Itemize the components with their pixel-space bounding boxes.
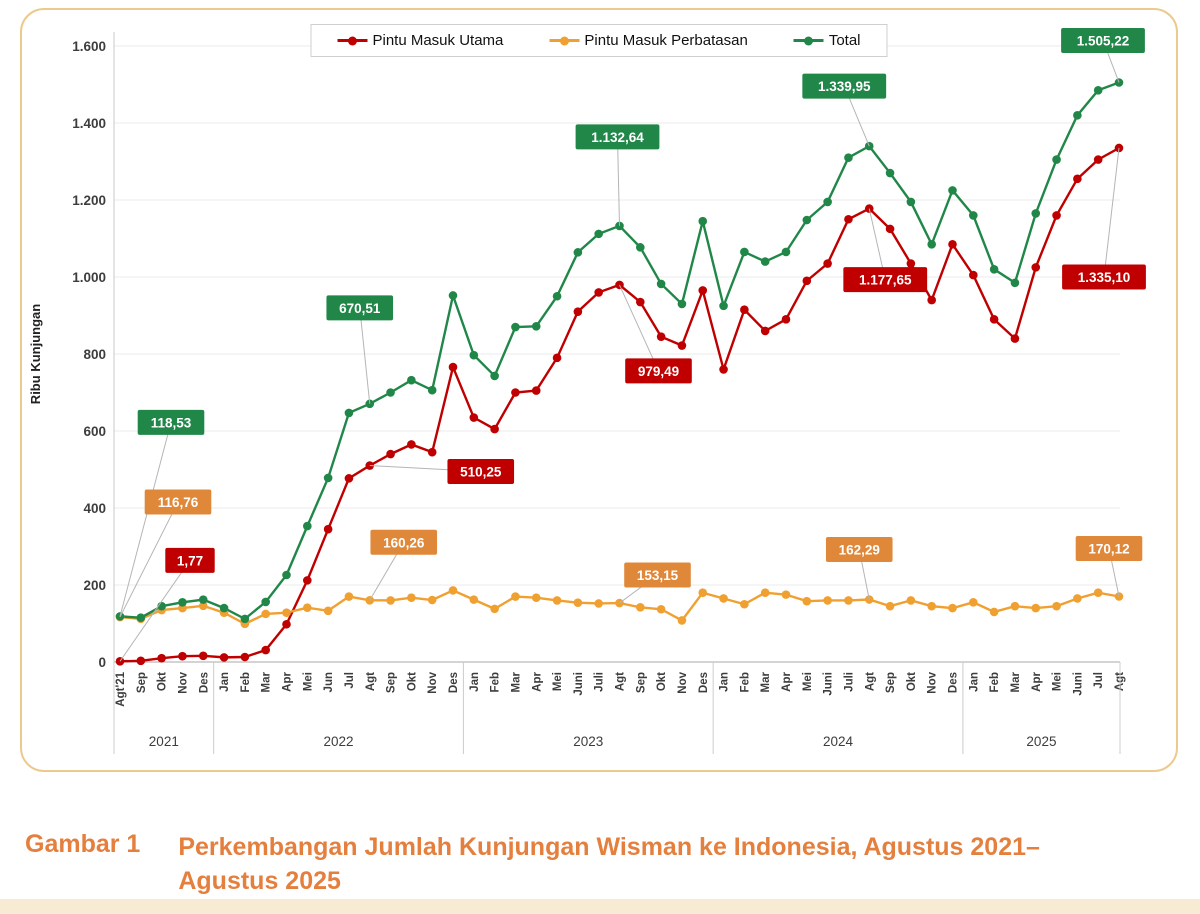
- svg-text:Juni: Juni: [823, 672, 835, 696]
- legend-item-label: Pintu Masuk Utama: [372, 32, 504, 49]
- legend-item-total: Total: [793, 32, 861, 49]
- svg-text:Apr: Apr: [282, 671, 294, 691]
- svg-text:2023: 2023: [573, 734, 603, 749]
- svg-text:162,29: 162,29: [839, 543, 880, 558]
- svg-text:160,26: 160,26: [383, 535, 425, 550]
- svg-text:1.505,22: 1.505,22: [1077, 33, 1130, 48]
- series-marker-icon: [549, 36, 580, 45]
- svg-text:Okt: Okt: [157, 672, 169, 691]
- svg-text:153,15: 153,15: [637, 568, 679, 583]
- svg-text:Nov: Nov: [677, 671, 689, 693]
- svg-text:Juli: Juli: [843, 672, 855, 692]
- line-chart: 0 200 400 600 800 1.000 1.200 1.400 1.600 Ribu Ku…: [28, 27, 1146, 754]
- svg-text:800: 800: [83, 347, 106, 362]
- svg-text:Des: Des: [448, 672, 460, 693]
- svg-text:400: 400: [83, 501, 106, 516]
- svg-text:Agt: Agt: [615, 672, 627, 691]
- svg-text:Mei: Mei: [552, 672, 564, 691]
- svg-text:118,53: 118,53: [151, 415, 192, 430]
- svg-text:Okt: Okt: [406, 672, 418, 691]
- svg-text:1.000: 1.000: [72, 270, 106, 285]
- legend-item-label: Total: [828, 32, 861, 49]
- svg-text:Mei: Mei: [802, 672, 814, 691]
- svg-text:1.339,95: 1.339,95: [818, 79, 871, 94]
- svg-text:2025: 2025: [1026, 734, 1056, 749]
- svg-text:Nov: Nov: [177, 671, 189, 693]
- svg-text:1.177,65: 1.177,65: [859, 273, 912, 288]
- svg-text:Agt: Agt: [864, 672, 876, 691]
- legend-item-pintu-masuk-utama: Pintu Masuk Utama: [337, 32, 503, 49]
- svg-text:Sep: Sep: [885, 672, 897, 693]
- svg-text:1.400: 1.400: [72, 116, 106, 131]
- svg-text:1.600: 1.600: [72, 39, 106, 54]
- svg-text:600: 600: [83, 424, 106, 439]
- svg-text:2021: 2021: [149, 734, 179, 749]
- svg-text:Ribu Kunjungan: Ribu Kunjungan: [28, 304, 43, 404]
- svg-text:Des: Des: [698, 672, 710, 693]
- figure-caption: Gambar 1 Perkembangan Jumlah Kunjungan W…: [25, 830, 1138, 898]
- svg-text:Juli: Juli: [594, 672, 606, 692]
- svg-text:Jun: Jun: [323, 672, 335, 692]
- bottom-strip: [0, 899, 1200, 914]
- svg-text:510,25: 510,25: [460, 465, 502, 480]
- svg-text:Agt'21: Agt'21: [115, 671, 127, 706]
- svg-text:Sep: Sep: [386, 672, 398, 693]
- svg-text:Jan: Jan: [719, 672, 731, 692]
- svg-text:Apr: Apr: [781, 671, 793, 691]
- svg-text:1.132,64: 1.132,64: [591, 130, 644, 145]
- svg-text:670,51: 670,51: [339, 301, 381, 316]
- svg-text:0: 0: [98, 655, 106, 670]
- svg-text:Nov: Nov: [427, 671, 439, 693]
- series-marker-icon: [337, 36, 368, 45]
- svg-text:1.200: 1.200: [72, 193, 106, 208]
- svg-text:Agt: Agt: [365, 672, 377, 691]
- chart-panel: 0 200 400 600 800 1.000 1.200 1.400 1.600 Ribu Ku…: [20, 8, 1178, 772]
- svg-text:Mei: Mei: [1052, 672, 1064, 691]
- svg-text:1,77: 1,77: [177, 553, 203, 568]
- svg-text:Jul: Jul: [344, 672, 356, 689]
- svg-text:Feb: Feb: [240, 672, 252, 692]
- svg-text:Jan: Jan: [968, 672, 980, 692]
- legend-item-label: Pintu Masuk Perbatasan: [584, 32, 748, 49]
- svg-text:Jan: Jan: [469, 672, 481, 692]
- svg-text:Mar: Mar: [1010, 671, 1022, 692]
- svg-text:Feb: Feb: [989, 672, 1001, 692]
- svg-text:Jul: Jul: [1093, 672, 1105, 689]
- svg-text:Mar: Mar: [510, 671, 522, 692]
- svg-text:Mar: Mar: [261, 671, 273, 692]
- svg-text:Nov: Nov: [927, 671, 939, 693]
- svg-text:Sep: Sep: [136, 672, 148, 693]
- svg-text:200: 200: [83, 578, 106, 593]
- svg-text:Apr: Apr: [1031, 671, 1043, 691]
- svg-text:Des: Des: [948, 672, 960, 693]
- svg-text:Sep: Sep: [635, 672, 647, 693]
- svg-text:Juni: Juni: [573, 672, 585, 696]
- svg-text:979,49: 979,49: [638, 364, 679, 379]
- svg-text:1.335,10: 1.335,10: [1078, 270, 1131, 285]
- svg-text:2022: 2022: [324, 734, 354, 749]
- svg-text:116,76: 116,76: [158, 495, 199, 510]
- svg-text:Apr: Apr: [531, 671, 543, 691]
- figure-caption-label: Gambar 1: [25, 830, 141, 858]
- svg-text:Juni: Juni: [1072, 672, 1084, 696]
- svg-text:Jan: Jan: [219, 672, 231, 692]
- legend-item-pintu-masuk-perbatasan: Pintu Masuk Perbatasan: [549, 32, 748, 49]
- svg-text:Des: Des: [198, 672, 210, 693]
- svg-text:Feb: Feb: [490, 672, 502, 692]
- svg-text:170,12: 170,12: [1088, 542, 1129, 557]
- chart-legend: Pintu Masuk Utama Pintu Masuk Perbatasan T…: [310, 24, 888, 57]
- figure-caption-text: Perkembangan Jumlah Kunjungan Wisman ke …: [178, 833, 1040, 895]
- svg-text:Mei: Mei: [302, 672, 314, 691]
- svg-text:Okt: Okt: [656, 672, 668, 691]
- svg-text:Mar: Mar: [760, 671, 772, 692]
- svg-text:2024: 2024: [823, 734, 854, 749]
- series-marker-icon: [793, 36, 824, 45]
- svg-text:Okt: Okt: [906, 672, 918, 691]
- svg-text:Feb: Feb: [739, 672, 751, 692]
